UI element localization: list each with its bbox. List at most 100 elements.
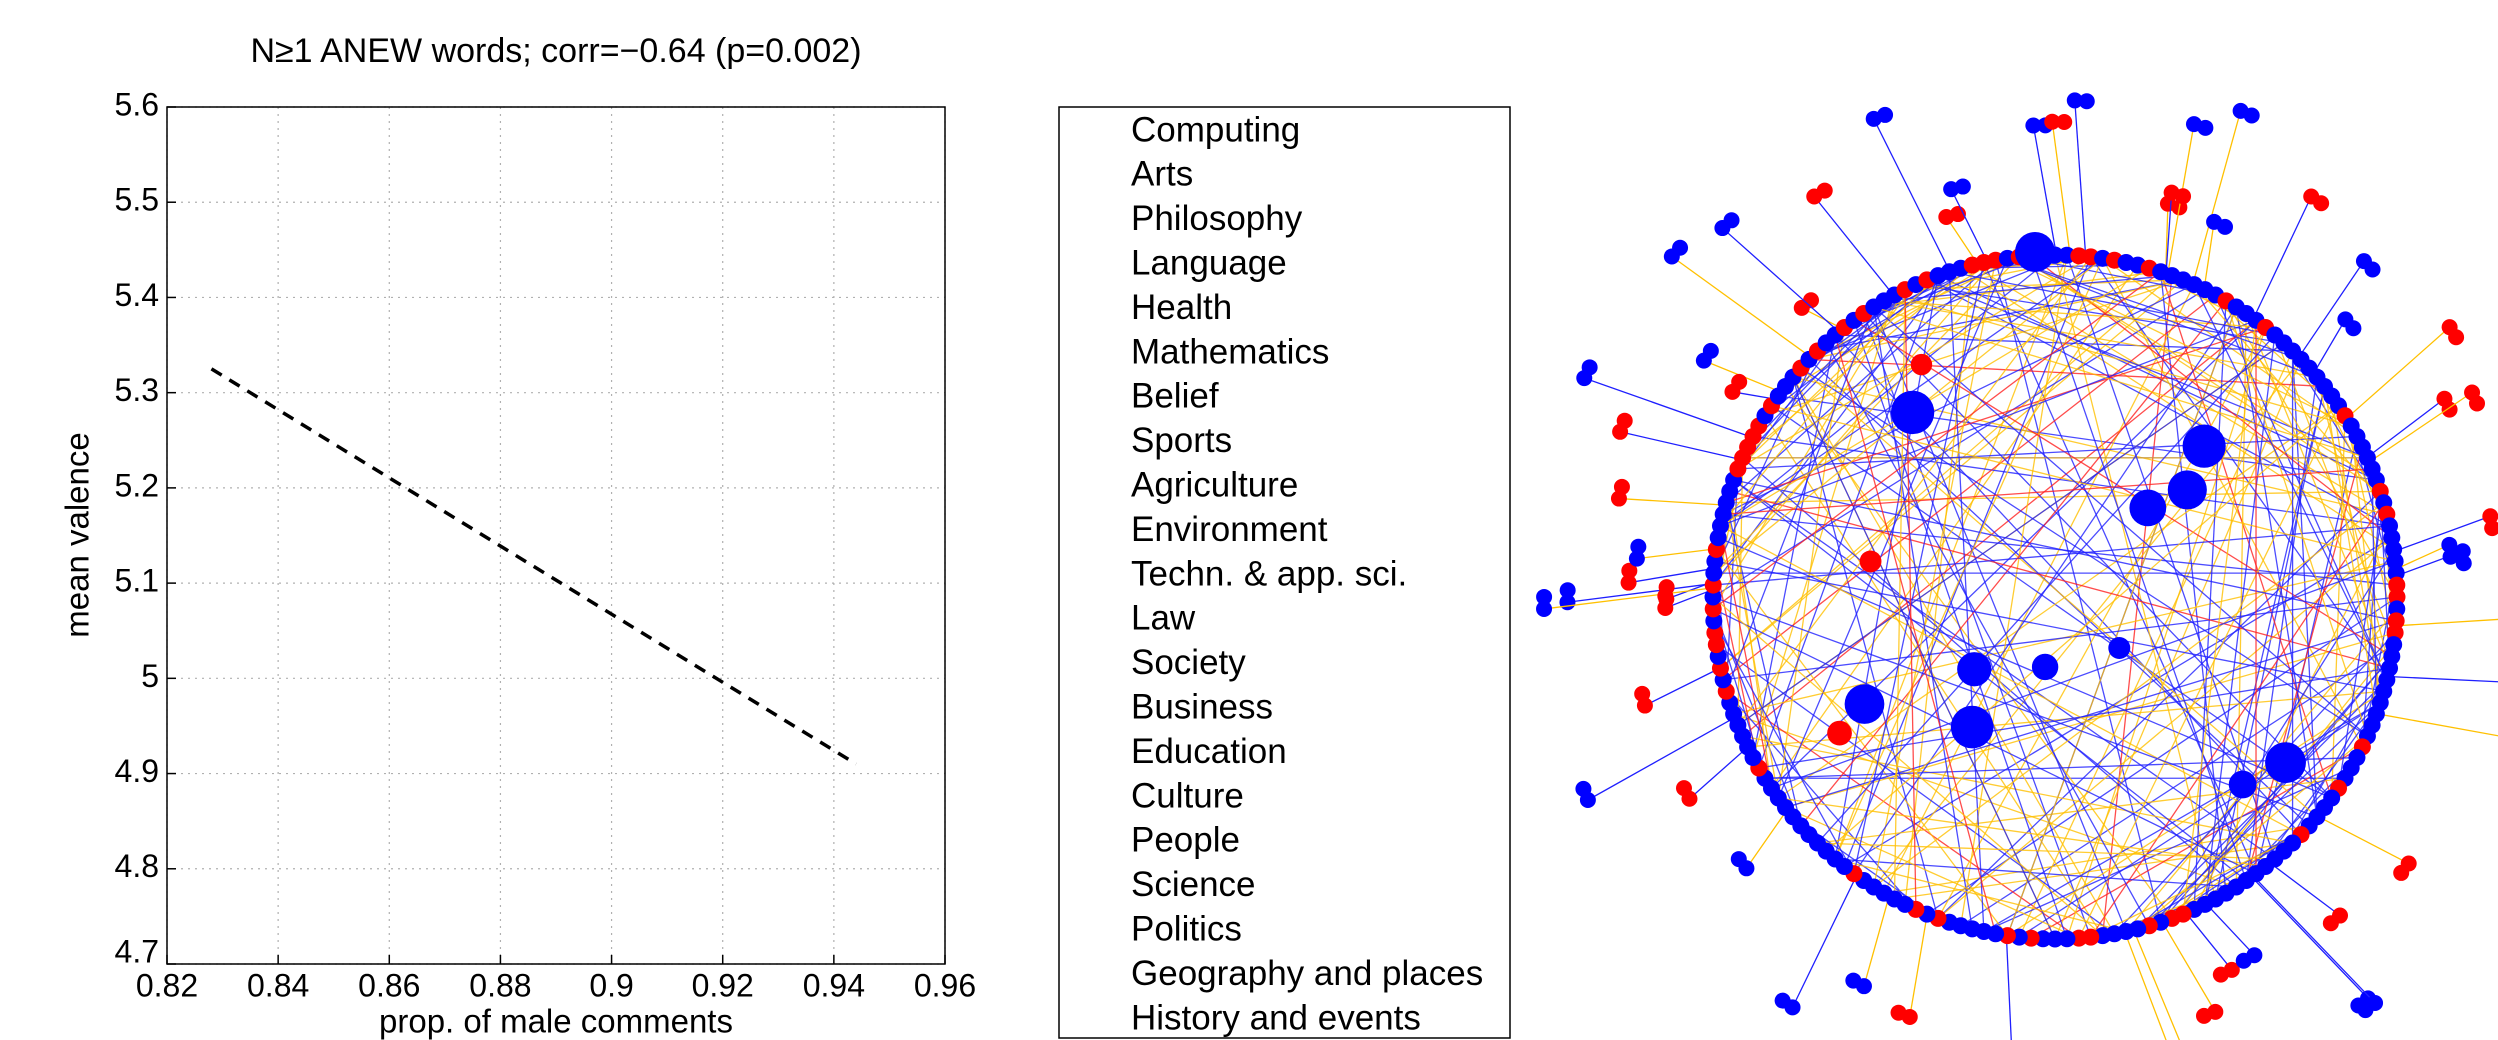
edge <box>1733 479 2397 622</box>
edge <box>1726 490 2381 504</box>
node <box>2313 195 2330 212</box>
legend-label: Computing <box>1131 110 1300 149</box>
edge <box>1883 300 2318 378</box>
network-graph <box>1536 92 2498 1040</box>
legend-label: Arts <box>1131 155 1193 194</box>
edge <box>1937 537 2393 919</box>
node <box>1616 412 1633 429</box>
edge <box>2245 446 2364 881</box>
edge <box>2160 655 2393 923</box>
legend-label: Techn. & app. sci. <box>1131 554 1407 593</box>
edge <box>2269 862 2341 917</box>
edge <box>1712 259 1997 586</box>
node <box>2454 543 2471 560</box>
plot-frame <box>166 106 946 965</box>
edge <box>1777 405 2339 799</box>
node <box>1613 478 1630 495</box>
edge <box>2366 398 2445 458</box>
edge <box>1714 560 2384 692</box>
node <box>2364 261 2381 278</box>
edge <box>1618 497 1726 506</box>
edge <box>2193 300 2227 910</box>
edge <box>1808 358 2325 388</box>
node <box>2442 548 2459 565</box>
edge <box>2074 100 2087 257</box>
node <box>1628 550 1645 567</box>
node <box>2235 952 2252 969</box>
node <box>2044 113 2061 130</box>
x-tick-label: 0.94 <box>803 967 865 1003</box>
edge <box>2005 935 2012 1040</box>
edge <box>2018 350 2294 938</box>
node <box>1731 373 1748 390</box>
node <box>2167 470 2207 510</box>
x-tick-label: 0.82 <box>136 967 198 1003</box>
edge <box>2205 903 2255 956</box>
y-tick-label: 4.9 <box>115 753 159 789</box>
node <box>1675 780 1692 797</box>
edge <box>2124 931 2167 1040</box>
node <box>1910 353 1933 376</box>
edge <box>2132 929 2181 1040</box>
edge <box>1873 306 2368 459</box>
node <box>2015 232 2055 272</box>
edge <box>1733 479 2276 860</box>
node <box>1954 178 1971 195</box>
edge <box>2371 468 2378 714</box>
edge <box>2160 549 2395 923</box>
edge <box>1587 716 1736 801</box>
x-tick-label: 0.96 <box>914 967 976 1003</box>
y-tick-label: 5.6 <box>115 86 159 122</box>
node <box>1581 359 1598 376</box>
node <box>1559 582 1576 599</box>
node <box>1704 600 1722 618</box>
legend-label: Law <box>1131 599 1196 638</box>
node <box>1816 182 1833 199</box>
edge <box>1777 327 1846 799</box>
edge <box>1723 596 2398 681</box>
edge <box>2007 257 2352 427</box>
edge <box>1800 367 2368 737</box>
node <box>2217 218 2234 235</box>
edge <box>2387 675 2498 683</box>
node <box>1620 574 1637 591</box>
edge <box>1785 632 2396 809</box>
edge <box>1893 289 1906 899</box>
edge <box>1747 294 1895 448</box>
node <box>1630 538 1647 555</box>
edge <box>1771 405 2333 799</box>
edge <box>1873 306 2368 737</box>
edge <box>1800 367 2318 818</box>
edge <box>2252 875 2376 1004</box>
edge <box>1945 216 1979 265</box>
y-tick-label: 5 <box>141 658 159 694</box>
edge <box>1721 227 1840 333</box>
y-tick-label: 5.1 <box>115 563 159 599</box>
edge <box>2313 319 2346 374</box>
edge <box>1778 797 2266 868</box>
node <box>1803 292 1820 309</box>
edge <box>1720 254 2056 527</box>
edge <box>1719 525 1773 789</box>
edge <box>1785 620 2397 809</box>
node <box>2469 395 2486 412</box>
edge <box>2007 257 2302 361</box>
edge <box>1619 431 1742 461</box>
edge <box>2317 815 2410 865</box>
edge <box>1926 279 2390 527</box>
edge <box>1733 479 2247 882</box>
edge <box>1689 746 1749 800</box>
legend-label: Science <box>1131 865 1256 904</box>
edge <box>2090 833 2302 938</box>
edge <box>1644 667 1721 707</box>
edge <box>2337 502 2385 789</box>
edge <box>1825 405 2339 852</box>
node <box>2108 637 2131 659</box>
node <box>2484 520 2498 537</box>
node <box>2482 508 2498 525</box>
node <box>1621 562 1638 579</box>
node <box>2129 489 2167 527</box>
edge <box>1844 537 2393 868</box>
chart-title: N≥1 ANEW words; corr=−0.64 (p=0.002) <box>250 32 861 70</box>
